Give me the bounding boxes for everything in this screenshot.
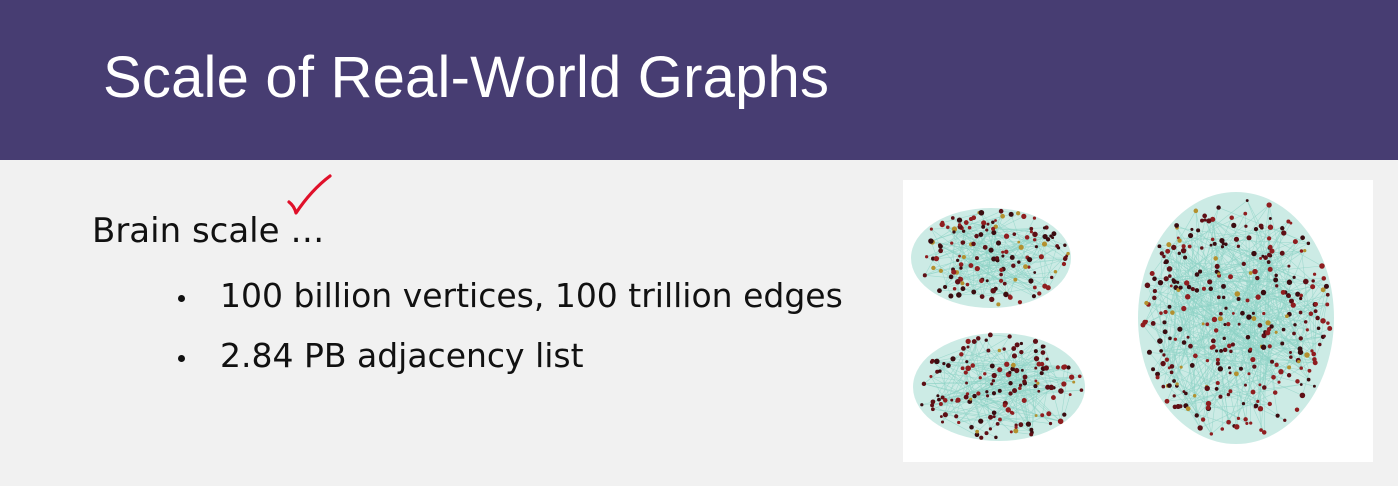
- right-lateral-view: [913, 332, 1085, 441]
- network-edges: [921, 334, 1082, 438]
- slide-title: Scale of Real-World Graphs: [103, 45, 830, 110]
- bullet-icon: [178, 355, 185, 362]
- bullet-icon: [178, 295, 185, 302]
- network-edges: [924, 210, 1069, 300]
- left-lateral-view: [911, 208, 1071, 308]
- network-nodes: [922, 208, 1070, 307]
- bullet-vertices-edges: 100 billion vertices, 100 trillion edges: [220, 276, 843, 315]
- brain-network-figure: [903, 180, 1373, 462]
- network-edges: [1142, 200, 1330, 435]
- top-view: [1138, 192, 1334, 444]
- bullet-adjacency-list: 2.84 PB adjacency list: [220, 336, 584, 375]
- network-nodes: [1140, 199, 1333, 436]
- brain-scale-heading: Brain scale …: [92, 211, 325, 251]
- brain-network-icon: [911, 192, 1334, 444]
- title-bar: Scale of Real-World Graphs: [0, 0, 1398, 160]
- red-checkmark-icon: [287, 174, 332, 215]
- network-nodes: [920, 332, 1084, 440]
